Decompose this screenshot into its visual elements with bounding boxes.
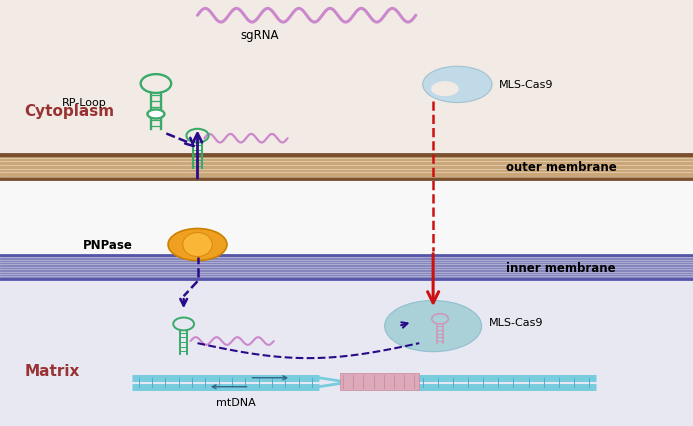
- Ellipse shape: [183, 233, 212, 257]
- Bar: [0, 0, 693, 155]
- Text: sgRNA: sgRNA: [240, 29, 279, 42]
- Text: PNPase: PNPase: [83, 239, 133, 251]
- Bar: [0, 155, 693, 179]
- Ellipse shape: [431, 82, 459, 97]
- Ellipse shape: [385, 301, 482, 352]
- Text: Matrix: Matrix: [24, 363, 80, 378]
- Text: MLS-Cas9: MLS-Cas9: [489, 317, 543, 327]
- Text: MLS-Cas9: MLS-Cas9: [499, 80, 554, 90]
- Text: Cytoplasm: Cytoplasm: [24, 103, 114, 118]
- Text: outer membrane: outer membrane: [506, 161, 617, 173]
- Ellipse shape: [168, 229, 227, 261]
- Text: RP-Loop: RP-Loop: [62, 98, 107, 108]
- Text: inner membrane: inner membrane: [506, 261, 615, 274]
- Bar: [340, 373, 419, 390]
- Ellipse shape: [148, 110, 164, 119]
- Bar: [0, 179, 693, 256]
- Bar: [0, 279, 693, 426]
- Text: mtDNA: mtDNA: [216, 397, 256, 407]
- Ellipse shape: [423, 67, 492, 103]
- Bar: [0, 256, 693, 279]
